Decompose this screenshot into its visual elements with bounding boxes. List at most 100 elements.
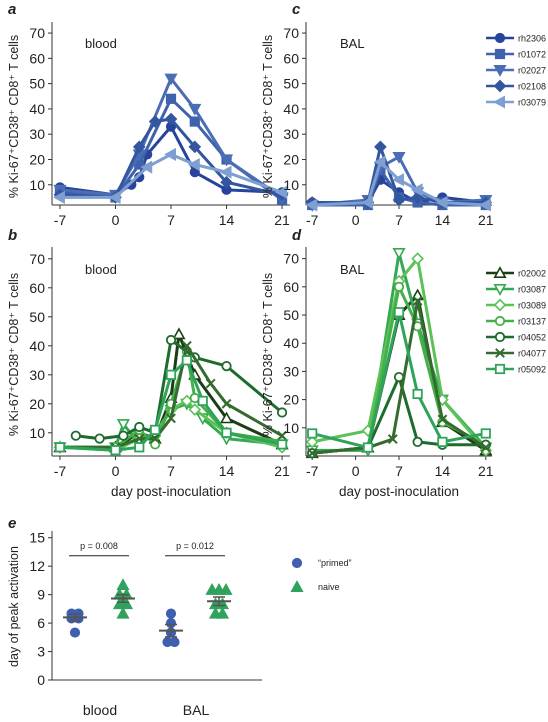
legend-swatch-marker — [494, 331, 506, 343]
data-point — [197, 395, 208, 407]
chart-panel-d: d BAL 10 20 30 40 50 60 70 -7 0 7 14 21 % Ki-67⁺CD38⁺ … — [261, 227, 494, 499]
y-tick-label: 9 — [37, 587, 45, 603]
legend-swatch-marker — [494, 363, 506, 375]
series-r05092 — [54, 355, 288, 456]
y-tick-label: 10 — [283, 420, 299, 436]
category-label: BAL — [183, 702, 210, 718]
panel-annotation: blood — [85, 262, 117, 277]
data-point — [362, 442, 374, 453]
data-point — [118, 430, 129, 441]
x-tick-label: -7 — [306, 212, 319, 228]
data-point — [437, 436, 448, 448]
legend-label: r03079 — [518, 98, 546, 108]
series-r03079 — [305, 155, 491, 212]
y-tick-label: 20 — [283, 392, 299, 408]
legend-swatch-marker — [493, 65, 507, 77]
legend-label: r02002 — [518, 269, 546, 279]
data-point — [221, 360, 232, 372]
data-point — [276, 407, 288, 418]
x-tick-label: 7 — [395, 212, 403, 228]
data-point — [437, 414, 448, 425]
x-tick-label: 7 — [395, 463, 403, 479]
data-point — [134, 442, 145, 453]
data-point — [392, 173, 405, 187]
data-point — [165, 334, 177, 346]
y-tick-label: 15 — [29, 530, 45, 546]
data-point — [412, 436, 423, 448]
x-tick-label: 0 — [112, 463, 120, 479]
data-point — [189, 116, 200, 127]
data-point — [108, 190, 121, 204]
data-point — [148, 115, 162, 128]
legend-label: r01072 — [518, 50, 546, 60]
x-tick-label: 0 — [352, 463, 360, 479]
y-axis-label: % Ki-67⁺CD38⁺ CD8⁺ T cells — [261, 35, 275, 198]
x-tick-label: -7 — [54, 212, 67, 228]
category-label: blood — [83, 702, 117, 718]
y-tick-label: 10 — [29, 425, 45, 441]
data-point — [219, 411, 234, 424]
y-tick-label: 60 — [29, 50, 45, 66]
y-tick-label: 20 — [283, 151, 299, 167]
x-tick-label: 21 — [478, 212, 494, 228]
y-tick-label: 60 — [283, 279, 299, 295]
series-line — [311, 310, 487, 450]
y-tick-label: 3 — [37, 644, 45, 660]
y-tick-label: 20 — [29, 151, 45, 167]
data-point — [392, 193, 406, 207]
y-tick-label: 0 — [37, 672, 45, 688]
data-point — [134, 421, 145, 433]
data-point — [480, 442, 491, 453]
series-naive — [111, 578, 233, 619]
chart-panel-c: c BAL 10 20 30 40 50 60 70 -7 0 7 14 21 % Ki-67⁺CD38⁺ … — [261, 1, 494, 228]
data-point — [221, 398, 232, 409]
y-tick-label: 70 — [283, 251, 299, 267]
y-tick-label: 30 — [29, 126, 45, 142]
series-line — [59, 332, 283, 449]
y-tick-label: 20 — [29, 396, 45, 412]
data-point — [164, 73, 178, 86]
y-tick-label: 50 — [29, 309, 45, 325]
data-point — [411, 252, 424, 265]
data-point — [305, 435, 319, 449]
legend-swatch-marker — [494, 48, 506, 60]
series-r03079 — [53, 147, 288, 204]
legend-swatch-marker — [493, 283, 507, 296]
data-point — [166, 413, 176, 424]
y-tick-label: 70 — [29, 25, 45, 41]
legend-swatch-marker — [493, 79, 507, 93]
y-tick-label: 10 — [283, 177, 299, 193]
y-axis-label: % Ki-67⁺CD38⁺ CD8⁺ T cells — [7, 273, 21, 436]
data-point — [410, 183, 423, 197]
legend-label: r02027 — [518, 66, 546, 76]
legend-swatch-marker — [291, 557, 303, 569]
data-point — [134, 433, 145, 444]
x-tick-label: 14 — [219, 463, 235, 479]
data-point — [164, 112, 178, 126]
data-point — [219, 154, 234, 167]
data-point — [140, 160, 153, 174]
data-point — [188, 140, 202, 154]
data-point — [169, 636, 180, 648]
y-tick-label: 40 — [283, 335, 299, 351]
data-point — [165, 93, 177, 104]
data-point — [116, 606, 130, 619]
data-point — [373, 155, 386, 169]
x-tick-label: 14 — [435, 212, 451, 228]
legend-swatch-marker — [493, 95, 506, 109]
series-line — [312, 375, 486, 455]
data-point — [54, 442, 66, 453]
panel-annotation: blood — [85, 36, 117, 51]
y-axis-label: day of peak activation — [7, 546, 21, 667]
x-tick-label: 21 — [274, 212, 290, 228]
series-r04052 — [307, 371, 491, 459]
legend-swatch-marker — [494, 32, 506, 44]
series-line — [59, 125, 283, 197]
data-point — [181, 355, 192, 366]
y-tick-label: 30 — [29, 367, 45, 383]
data-point — [305, 198, 318, 212]
data-point — [70, 430, 81, 441]
data-point — [165, 369, 177, 380]
legend-label: r03137 — [518, 317, 546, 327]
